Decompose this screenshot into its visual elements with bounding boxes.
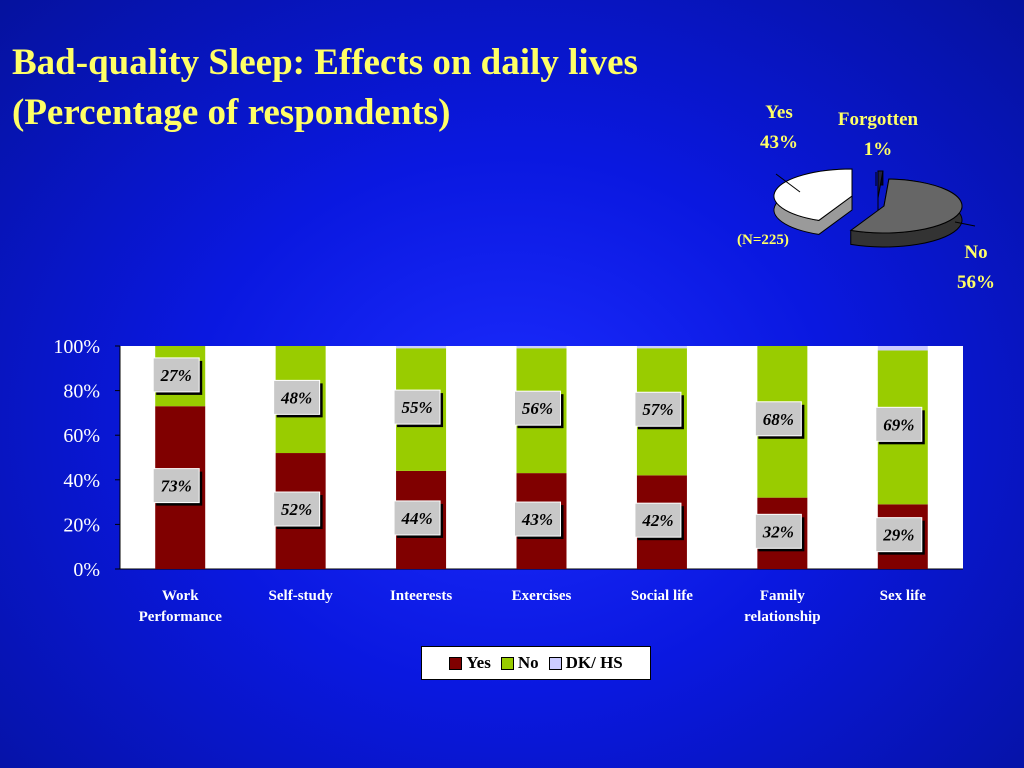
data-label-no-6: 69%: [875, 406, 925, 445]
x-category-label: Sex life: [880, 588, 927, 604]
svg-text:57%: 57%: [642, 400, 673, 419]
pie-yes-value: 43%: [760, 132, 798, 153]
svg-text:73%: 73%: [161, 477, 192, 496]
legend-swatch-no: [500, 656, 514, 670]
pie-leader-no: [954, 221, 976, 227]
chart-legend: Yes No DK/ HS: [421, 646, 651, 680]
pie-no-name: No: [964, 242, 988, 263]
svg-text:29%: 29%: [882, 526, 914, 545]
svg-text:32%: 32%: [762, 522, 794, 541]
data-label-no-1: 48%: [273, 379, 323, 418]
y-tick-label: 20%: [63, 514, 100, 536]
pie-slice-no: [849, 178, 963, 248]
legend-swatch-yes: [449, 656, 463, 670]
data-label-yes-2: 44%: [393, 500, 444, 538]
x-category-label: Exercises: [512, 588, 572, 604]
pie-forgotten-value: 1%: [863, 139, 893, 160]
x-category-label: Inteerests: [390, 588, 452, 604]
pie-no-value: 56%: [957, 272, 995, 293]
bar-dkhs-3: [516, 346, 567, 349]
legend-swatch-dkhs: [548, 656, 562, 670]
x-category-label: Work Performance: [139, 588, 223, 625]
data-label-yes-5: 32%: [754, 513, 805, 552]
data-label-no-0: 27%: [152, 357, 203, 395]
data-label-yes-4: 42%: [634, 502, 684, 541]
pie-slice-forgotten: [877, 170, 884, 212]
svg-text:68%: 68%: [763, 410, 794, 429]
svg-text:69%: 69%: [883, 415, 914, 434]
data-label-no-4: 57%: [634, 391, 684, 430]
title-line-1: Bad-quality Sleep: Effects on daily live…: [12, 42, 638, 83]
legend-label-yes: Yes: [466, 653, 491, 672]
svg-text:44%: 44%: [400, 509, 432, 528]
svg-text:55%: 55%: [401, 398, 432, 417]
legend-item-yes: Yes: [449, 653, 491, 673]
legend-item-dkhs: DK/ HS: [548, 653, 623, 673]
pie-slice-yes: [773, 168, 853, 235]
pie-label-yes: Yes 43%: [752, 98, 806, 158]
slide-title: Bad-quality Sleep: Effects on daily live…: [12, 38, 638, 138]
pie-forgotten-name: Forgotten: [837, 109, 919, 130]
data-label-no-5: 68%: [754, 401, 805, 439]
y-tick-label: 80%: [63, 381, 100, 403]
pie-label-forgotten: Forgotten 1%: [826, 105, 930, 165]
data-label-yes-1: 52%: [273, 491, 323, 530]
x-category-label: Social life: [631, 588, 693, 604]
svg-text:43%: 43%: [521, 510, 553, 529]
pie-yes-name: Yes: [765, 102, 793, 123]
data-label-yes-0: 73%: [152, 468, 203, 506]
y-tick-label: 60%: [63, 425, 100, 447]
svg-text:48%: 48%: [280, 388, 312, 407]
bar-dkhs-6: [877, 346, 928, 351]
x-category-label: Self-study: [269, 588, 334, 604]
svg-text:42%: 42%: [641, 511, 673, 530]
data-label-yes-3: 43%: [514, 501, 564, 540]
x-category-label: Family relationship: [744, 588, 820, 625]
bar-dkhs-2: [396, 346, 447, 349]
legend-label-no: No: [517, 653, 539, 672]
y-tick-label: 40%: [63, 470, 100, 492]
svg-text:56%: 56%: [522, 399, 553, 418]
legend-label-dkhs: DK/ HS: [565, 653, 623, 672]
pie-label-no: No 56%: [950, 238, 1002, 298]
pie-leader-yes: [775, 173, 801, 193]
data-label-no-3: 56%: [514, 390, 564, 429]
data-label-yes-6: 29%: [875, 517, 925, 555]
legend-item-no: No: [500, 653, 539, 673]
y-tick-label: 0%: [73, 559, 100, 581]
bar-dkhs-4: [636, 346, 687, 349]
svg-text:27%: 27%: [160, 366, 192, 385]
pie-sample-size: (N=225): [737, 232, 789, 248]
svg-text:52%: 52%: [281, 500, 312, 519]
y-tick-label: 100%: [53, 336, 100, 358]
title-line-2: (Percentage of respondents): [12, 92, 451, 133]
data-label-no-2: 55%: [393, 389, 444, 428]
